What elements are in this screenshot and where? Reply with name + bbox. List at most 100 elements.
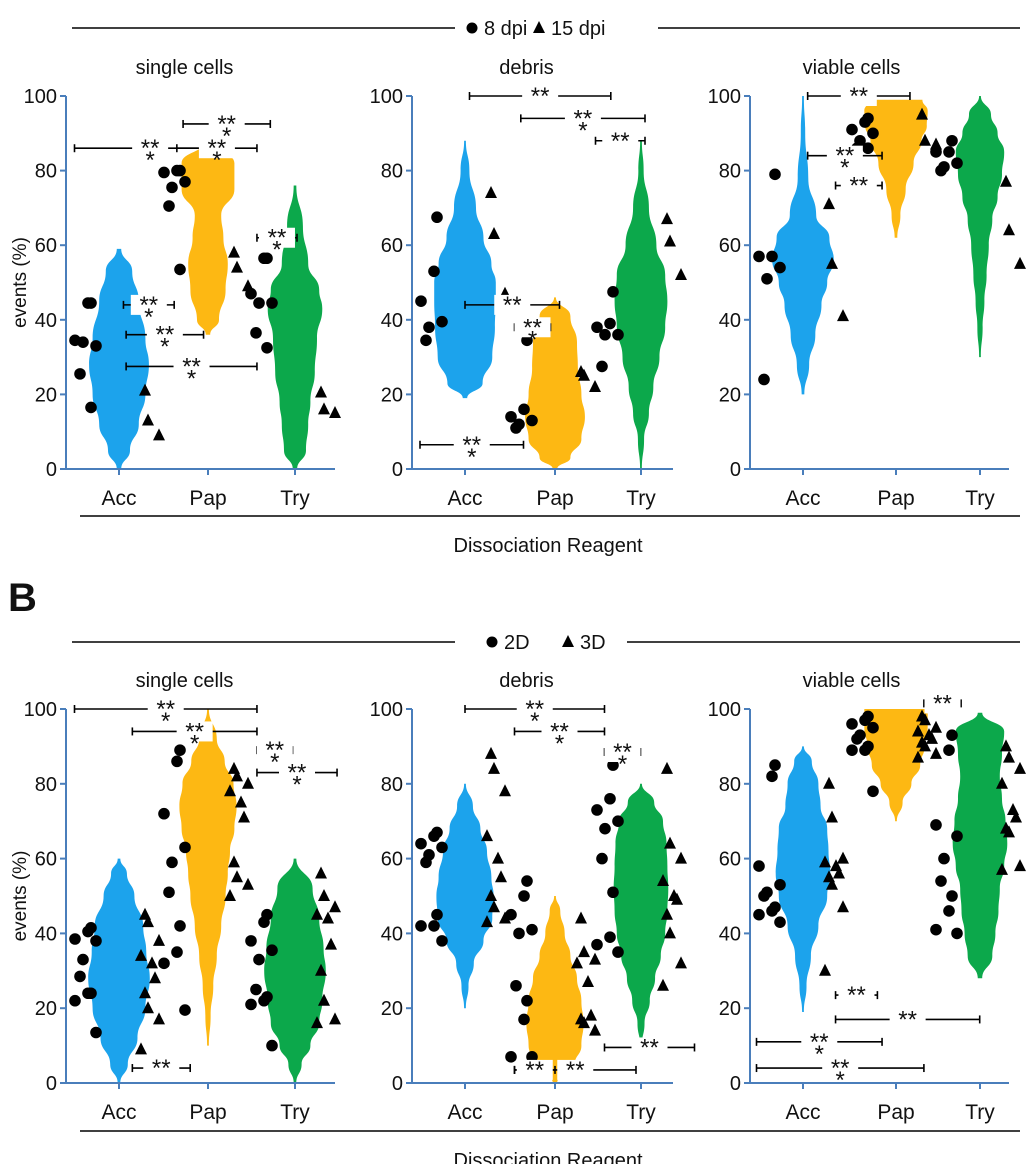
x-tick-label: Acc [101,1101,136,1124]
significance-label-third-star: * [190,730,199,757]
data-point-triangle [589,952,601,965]
data-point-circle [526,1051,538,1063]
violin-Acc [772,96,834,395]
panel-title: debris [499,57,553,79]
data-point-circle [604,317,616,330]
data-point-circle [753,908,765,921]
data-point-circle [753,860,765,872]
data-point-circle [769,759,781,771]
data-point-circle [774,878,786,891]
significance-label: ** [849,83,868,110]
data-point-circle [258,916,270,928]
data-point-circle [171,164,183,177]
x-tick-label: Try [626,487,656,510]
data-point-circle [420,856,432,869]
data-point-triangle [919,133,931,146]
data-point-triangle [1003,825,1015,838]
y-tick-label: 80 [35,161,57,183]
data-point-circle [526,923,538,936]
data-point-circle [171,755,183,768]
significance-label-bg [143,1058,180,1079]
data-point-triangle [318,993,330,1006]
significance-label-third-star: * [161,708,170,735]
data-point-circle [859,116,871,128]
data-point-circle [505,410,517,423]
significance-label-third-star: * [578,117,587,144]
data-point-circle [428,265,440,278]
significance-label-bg [453,434,490,455]
data-point-circle [946,729,958,741]
significance-label: ** [933,690,952,717]
data-point-circle [612,946,624,958]
data-point-triangle [231,260,243,273]
legend-triangle-marker [533,21,545,33]
data-point-circle [261,341,273,354]
significance-label-third-star: * [212,147,221,174]
data-point-triangle [146,956,158,969]
data-point-circle [415,837,427,850]
data-point-circle [250,327,262,339]
data-point-triangle [488,900,500,913]
significance-label-third-star: * [836,1067,845,1094]
violin-Try [955,96,1005,358]
violin-Pap [526,896,584,1083]
data-point-triangle [1010,810,1022,823]
data-point-triangle [657,978,669,991]
data-point-circle [436,315,448,328]
data-point-triangle [224,889,236,901]
data-point-circle [266,944,278,957]
data-point-circle [599,328,611,341]
data-point-circle [253,953,265,966]
data-point-circle [420,334,432,347]
x-axis-title: Dissociation Reagent [454,535,643,557]
y-tick-label: 40 [719,923,741,945]
data-point-triangle [481,915,493,928]
significance-label: ** [156,696,175,723]
significance-label-bg [130,294,167,315]
data-point-circle [436,841,448,854]
x-tick-label: Try [280,1101,310,1124]
y-tick-label: 40 [381,310,403,332]
data-point-circle [930,923,942,936]
data-point-triangle [228,855,240,868]
significance-label-third-star: * [618,751,627,778]
data-point-circle [82,297,94,309]
significance-label-bg [516,699,553,719]
data-point-triangle [1014,256,1026,269]
data-point-triangle [242,776,254,789]
significance-label: ** [574,105,593,132]
violin-Acc [436,783,494,1009]
data-point-triangle [231,769,243,782]
y-tick-label: 0 [730,1073,741,1095]
panel-title: viable cells [803,670,901,692]
data-point-circle [69,933,81,945]
data-point-triangle [495,870,507,883]
significance-label-bg [522,86,559,106]
data-point-triangle [912,750,924,763]
significance-label: ** [182,353,201,380]
data-point-circle [859,744,871,756]
data-point-circle [166,181,178,194]
data-point-circle [766,905,778,917]
data-point-circle [846,744,858,756]
data-point-circle [851,733,863,745]
legend-label: 8 dpi [484,18,527,40]
panel-title: viable cells [803,57,901,79]
data-point-triangle [916,107,928,120]
data-point-triangle [575,911,587,924]
y-tick-label: 20 [35,384,57,406]
data-point-circle [607,286,619,298]
data-point-circle [77,953,89,966]
data-point-circle [951,157,963,169]
legend-label: 3D [580,632,606,654]
significance-label-third-star: * [272,237,281,264]
data-point-circle [253,297,265,309]
y-tick-label: 0 [730,459,741,481]
significance-label-bg [838,985,875,1006]
legend-circle-marker [486,636,498,648]
data-point-triangle [826,810,838,823]
violin-Pap [179,709,237,1046]
data-point-circle [774,916,786,928]
data-point-circle [518,890,530,902]
